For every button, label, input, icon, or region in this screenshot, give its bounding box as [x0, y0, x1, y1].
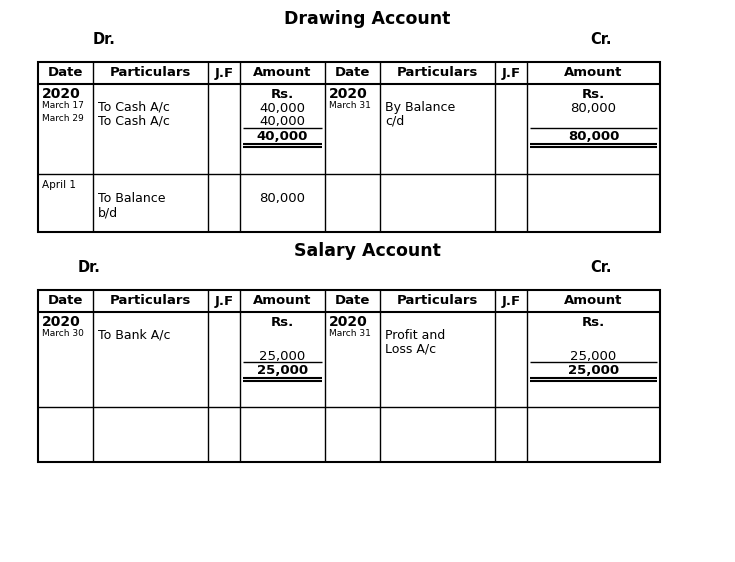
Text: To Cash A/c: To Cash A/c	[98, 114, 170, 127]
Text: Particulars: Particulars	[397, 294, 478, 307]
Bar	[38, 290, 660, 462]
Bar	[38, 62, 660, 232]
Text: March 29: March 29	[42, 114, 84, 123]
Text: Rs.: Rs.	[271, 316, 294, 329]
Text: To Cash A/c: To Cash A/c	[98, 101, 170, 114]
Text: Cr.: Cr.	[590, 32, 612, 47]
Text: 40,000: 40,000	[257, 130, 308, 143]
Text: Rs.: Rs.	[271, 88, 294, 101]
Text: Loss A/c: Loss A/c	[385, 342, 436, 355]
Text: Dr.: Dr.	[93, 32, 116, 47]
Text: Amount: Amount	[564, 66, 623, 79]
Text: Particulars: Particulars	[397, 66, 478, 79]
Text: March 30: March 30	[42, 329, 84, 338]
Text: b/d: b/d	[98, 206, 118, 219]
Text: 2020: 2020	[329, 87, 368, 101]
Text: 80,000: 80,000	[259, 192, 306, 205]
Text: 80,000: 80,000	[568, 130, 619, 143]
Text: Profit and: Profit and	[385, 329, 445, 342]
Text: J.F: J.F	[215, 66, 234, 79]
Text: 25,000: 25,000	[257, 364, 308, 377]
Text: Amount: Amount	[564, 294, 623, 307]
Text: 2020: 2020	[329, 315, 368, 329]
Text: Particulars: Particulars	[110, 294, 191, 307]
Text: Date: Date	[335, 294, 370, 307]
Text: J.F: J.F	[501, 66, 520, 79]
Text: March 31: March 31	[329, 101, 371, 110]
Text: c/d: c/d	[385, 114, 404, 127]
Text: Dr.: Dr.	[78, 260, 101, 275]
Text: By Balance: By Balance	[385, 101, 455, 114]
Text: Drawing Account: Drawing Account	[284, 10, 450, 28]
Text: 40,000: 40,000	[259, 102, 306, 115]
Text: March 17: March 17	[42, 101, 84, 110]
Text: Date: Date	[48, 294, 83, 307]
Text: 25,000: 25,000	[570, 350, 617, 363]
Text: To Balance: To Balance	[98, 192, 165, 205]
Text: To Bank A/c: To Bank A/c	[98, 329, 171, 342]
Text: Date: Date	[48, 66, 83, 79]
Text: 25,000: 25,000	[259, 350, 306, 363]
Text: April 1: April 1	[42, 180, 76, 190]
Text: 80,000: 80,000	[570, 102, 617, 115]
Text: Date: Date	[335, 66, 370, 79]
Text: Rs.: Rs.	[582, 316, 605, 329]
Text: J.F: J.F	[501, 294, 520, 307]
Text: March 31: March 31	[329, 329, 371, 338]
Text: J.F: J.F	[215, 294, 234, 307]
Text: Rs.: Rs.	[582, 88, 605, 101]
Text: Particulars: Particulars	[110, 66, 191, 79]
Text: 25,000: 25,000	[568, 364, 619, 377]
Text: 2020: 2020	[42, 315, 81, 329]
Text: Amount: Amount	[254, 66, 312, 79]
Text: Salary Account: Salary Account	[293, 242, 440, 260]
Text: 40,000: 40,000	[259, 115, 306, 128]
Text: Cr.: Cr.	[590, 260, 612, 275]
Text: 2020: 2020	[42, 87, 81, 101]
Text: Amount: Amount	[254, 294, 312, 307]
